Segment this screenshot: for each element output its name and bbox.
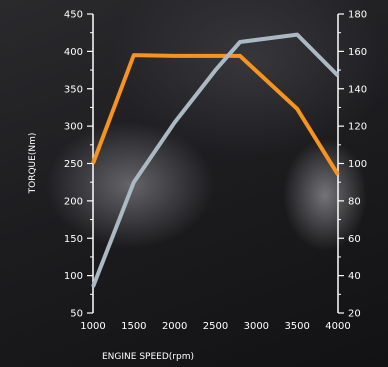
y2-tick-label: 80 <box>348 196 361 207</box>
x-tick-label: 1500 <box>121 321 146 332</box>
y-tick-label: 300 <box>64 122 83 133</box>
y-tick-label: 100 <box>64 271 83 282</box>
y-axis-title: TORQUE(Nm) <box>28 133 38 195</box>
x-tick-label: 3000 <box>244 321 269 332</box>
x-tick-label: 3500 <box>284 321 309 332</box>
y2-tick-label: 160 <box>348 47 367 58</box>
y2-tick-label: 140 <box>348 84 367 95</box>
y2-tick-label: 20 <box>348 309 361 320</box>
y-tick-label: 150 <box>64 234 83 245</box>
x-tick-label: 2500 <box>203 321 228 332</box>
y-tick-label: 50 <box>70 309 83 320</box>
y2-tick-label: 180 <box>348 10 367 21</box>
series-layer <box>91 32 340 288</box>
y2-tick-label: 60 <box>348 234 361 245</box>
y-tick-label: 200 <box>64 196 83 207</box>
y2-tick-label: 40 <box>348 271 361 282</box>
y-tick-label: 450 <box>64 10 83 21</box>
x-tick-label: 1000 <box>80 321 105 332</box>
x-tick-label: 2000 <box>162 321 187 332</box>
y-tick-label: 250 <box>64 159 83 170</box>
power-series-line <box>91 32 340 288</box>
y-tick-label: 400 <box>64 47 83 58</box>
x-axis-title: ENGINE SPEED(rpm) <box>102 352 194 362</box>
y-tick-label: 350 <box>64 84 83 95</box>
x-tick-label: 4000 <box>325 321 350 332</box>
y2-tick-label: 120 <box>348 122 367 133</box>
torque-series-line <box>91 53 340 176</box>
tick-labels: 50 100 150 200 250 300 350 400 450 20 40 60 80 100 120… <box>64 10 367 333</box>
y2-tick-label: 100 <box>348 159 367 170</box>
axes <box>87 13 344 314</box>
